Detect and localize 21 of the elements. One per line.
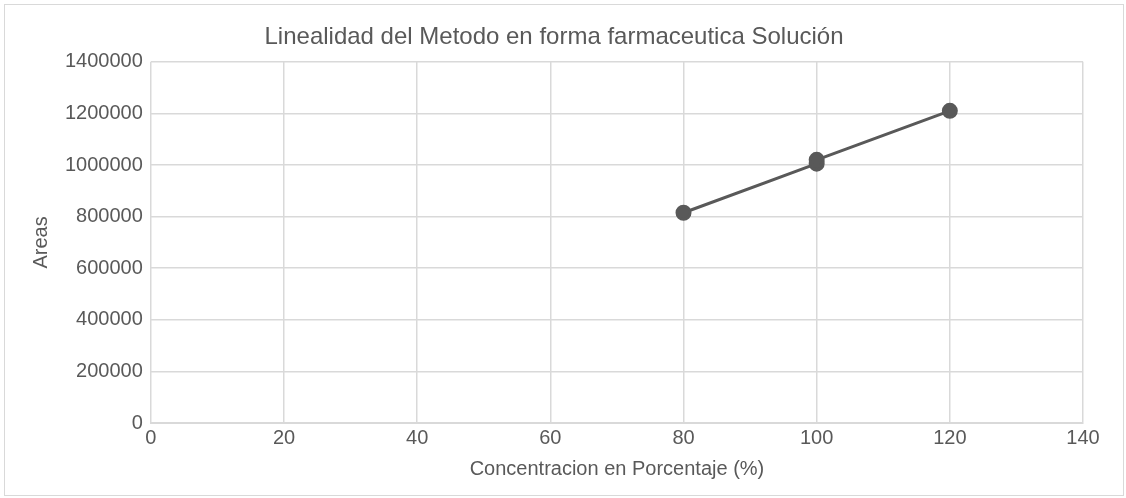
- y-tick-label: 200000: [76, 358, 143, 381]
- x-tick-label: 100: [799, 425, 834, 448]
- point: [941, 102, 958, 119]
- y-tick-label: 1200000: [64, 100, 143, 123]
- y-tick-label: 0: [131, 410, 143, 433]
- y-tick-label: 400000: [76, 307, 143, 330]
- x-tick-label: 20: [272, 425, 296, 448]
- x-tick-label: 40: [406, 425, 429, 448]
- y-tick-label: 600000: [76, 255, 143, 278]
- x-tick-label: 140: [1066, 425, 1100, 448]
- point: [675, 204, 692, 221]
- chart-title: Linealidad del Metodo en forma farmaceutica Solución: [264, 22, 844, 50]
- y-tick-label: 800000: [76, 204, 143, 227]
- y-axis-title: Areas: [28, 216, 51, 269]
- x-tick-label: 80: [672, 425, 695, 448]
- x-tick-label: 120: [933, 425, 967, 448]
- x-tick-label: 60: [539, 425, 562, 448]
- y-tick-label: 1000000: [64, 152, 143, 175]
- y-tick-label: 1400000: [64, 49, 143, 72]
- x-axis-title: Concentracion en Porcentaje (%): [469, 456, 765, 479]
- x-tick-label: 0: [145, 425, 157, 448]
